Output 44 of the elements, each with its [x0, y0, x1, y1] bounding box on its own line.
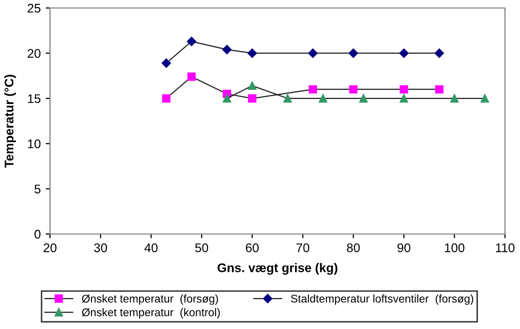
x-tick-label: 30 [94, 243, 108, 252]
point [435, 85, 444, 94]
x-tick-label: 110 [496, 243, 514, 252]
legend-label: Staldtemperatur loftsventiler (forsøg) [290, 294, 474, 305]
y-tick-label: 0 [34, 230, 40, 239]
legend-label: Ønsket temperatur (kontrol) [82, 308, 220, 318]
point [400, 85, 408, 94]
x-tick-label: 40 [144, 243, 158, 252]
legend-label: Ønsket temperatur (forsøg) [82, 294, 218, 305]
point [348, 48, 358, 58]
point [480, 94, 489, 103]
y-tick-label: 10 [28, 139, 40, 148]
point [248, 48, 257, 58]
x-tick-label: 50 [195, 243, 208, 252]
point [308, 48, 318, 58]
y-tick-label: 25 [28, 4, 40, 13]
y-tick-label: 20 [28, 49, 40, 58]
point [400, 94, 408, 103]
x-tick-label: 20 [44, 243, 56, 252]
point [162, 58, 171, 68]
point [434, 48, 444, 58]
point [222, 94, 232, 103]
x-tick-label: 100 [444, 243, 464, 252]
x-tick-label: 70 [296, 243, 310, 252]
point [349, 85, 358, 94]
point [187, 72, 196, 81]
point [308, 85, 318, 94]
x-tick-label: 60 [246, 243, 259, 252]
point [162, 94, 170, 103]
point [248, 82, 256, 90]
y-axis-title: Temperatur (°C) [4, 74, 16, 168]
point [399, 48, 409, 58]
point [222, 44, 232, 54]
point [359, 94, 368, 103]
point [186, 36, 196, 46]
point [450, 94, 459, 103]
point [318, 94, 328, 103]
x-tick-label: 90 [398, 243, 410, 252]
x-axis-title: Gns. vægt grise (kg) [218, 263, 338, 275]
point [283, 94, 292, 103]
y-tick-label: 15 [28, 94, 40, 104]
y-tick-label: 5 [34, 184, 40, 194]
x-tick-label: 80 [346, 243, 360, 252]
point [248, 94, 256, 103]
